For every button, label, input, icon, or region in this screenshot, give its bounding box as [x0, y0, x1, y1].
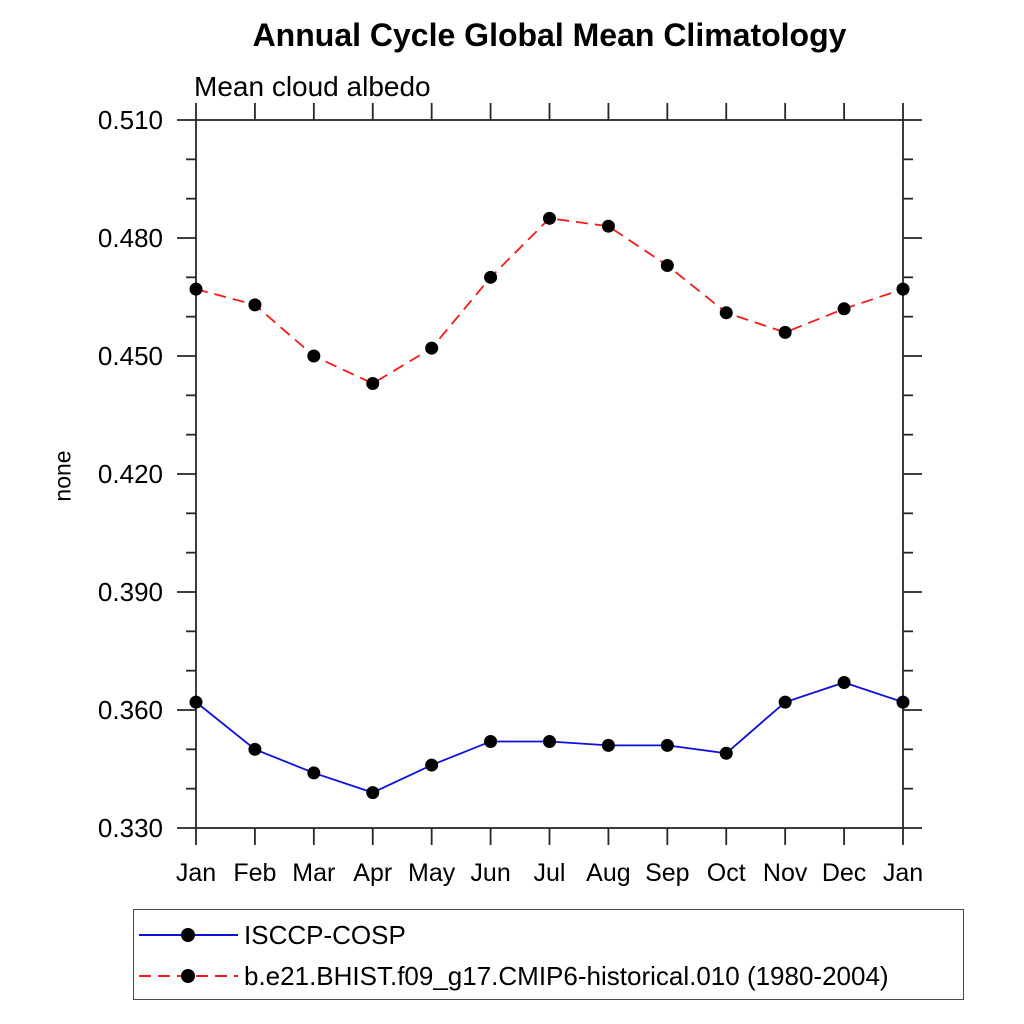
data-point-marker — [543, 734, 556, 748]
data-point-marker — [896, 282, 910, 296]
y-tick-label: 0.330 — [98, 813, 163, 843]
legend-marker-icon — [181, 928, 195, 942]
y-tick-label: 0.450 — [98, 341, 163, 371]
y-tick-label: 0.360 — [98, 695, 163, 725]
legend-box: ISCCP-COSP b.e21.BHIST.f09_g17.CMIP6-his… — [133, 909, 964, 1000]
data-point-marker — [837, 675, 851, 689]
data-point-marker — [425, 341, 439, 355]
legend-label: ISCCP-COSP — [244, 919, 406, 950]
x-tick-label: Dec — [822, 859, 866, 887]
legend-line-sample — [139, 969, 238, 983]
data-point-marker — [660, 738, 674, 752]
series-line — [195, 217, 904, 385]
data-point-marker — [189, 282, 203, 296]
x-tick-label: Jan — [883, 859, 923, 887]
data-point-marker — [366, 786, 380, 800]
legend-line-sample — [139, 928, 238, 942]
x-tick-label: Feb — [233, 859, 276, 887]
data-point-marker — [660, 259, 674, 273]
y-tick-label: 0.420 — [98, 459, 163, 489]
y-tick-label: 0.480 — [98, 223, 163, 253]
data-point-marker — [601, 738, 615, 752]
y-tick-label: 0.510 — [98, 105, 163, 135]
data-point-marker — [189, 695, 203, 709]
x-tick-label: Jul — [534, 859, 566, 887]
data-point-marker — [307, 766, 321, 780]
data-point-marker — [778, 695, 792, 709]
data-point-marker — [307, 349, 321, 363]
data-point-marker — [425, 758, 439, 772]
x-tick-label: Jun — [470, 859, 510, 887]
x-tick-label: May — [408, 859, 456, 887]
chart-title: Annual Cycle Global Mean Climatology — [252, 17, 847, 53]
data-point-marker — [248, 298, 262, 312]
data-point-marker — [896, 695, 910, 709]
data-point-marker — [484, 734, 498, 748]
data-point-marker — [248, 742, 262, 756]
x-tick-label: Aug — [586, 859, 630, 887]
plot-border — [195, 119, 904, 829]
legend-row: b.e21.BHIST.f09_g17.CMIP6-historical.010… — [138, 958, 889, 994]
x-tick-label: Oct — [707, 859, 746, 887]
x-tick-label: Sep — [645, 859, 689, 887]
x-tick-label: Jan — [176, 859, 216, 887]
legend-label: b.e21.BHIST.f09_g17.CMIP6-historical.010… — [244, 960, 889, 991]
data-point-marker — [543, 211, 556, 225]
data-point-marker — [719, 306, 733, 320]
y-tick-label: 0.390 — [98, 577, 163, 607]
data-point-marker — [366, 377, 380, 391]
data-point-marker — [601, 219, 615, 233]
legend-row: ISCCP-COSP — [138, 917, 406, 953]
data-point-marker — [778, 325, 792, 339]
chart-subtitle: Mean cloud albedo — [194, 71, 431, 102]
x-tick-label: Apr — [353, 859, 392, 887]
data-point-marker — [719, 746, 733, 760]
data-point-marker — [837, 302, 851, 316]
x-tick-label: Mar — [292, 859, 335, 887]
data-point-marker — [484, 270, 498, 284]
legend-marker-icon — [181, 969, 195, 983]
x-tick-label: Nov — [763, 859, 808, 887]
